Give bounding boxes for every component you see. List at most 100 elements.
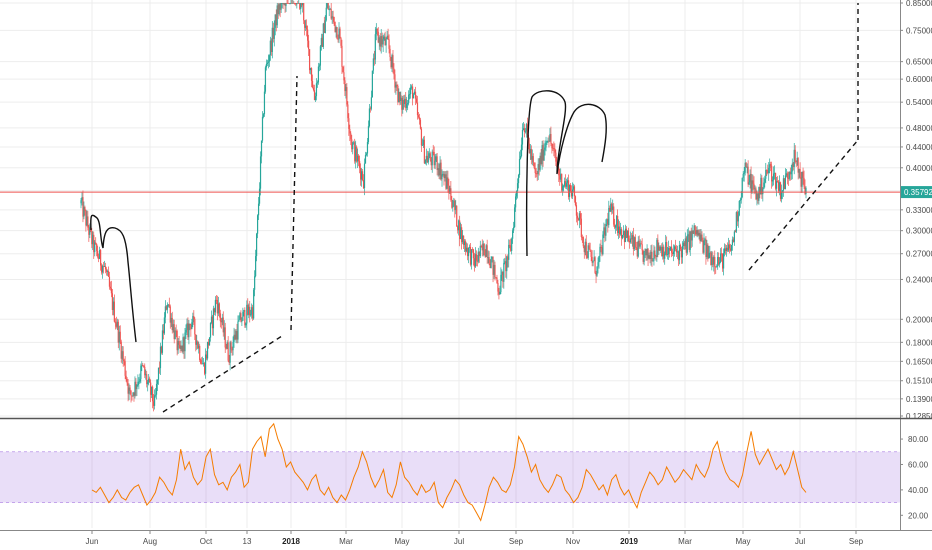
trendline-2019[interactable] — [748, 139, 859, 271]
candle-body — [244, 310, 246, 326]
candle-body — [375, 28, 377, 35]
candle-body — [424, 159, 426, 164]
candle-body — [525, 124, 527, 132]
candle-body — [625, 228, 628, 238]
candle-body — [472, 249, 475, 259]
candle-body — [294, 3, 296, 4]
candle-body — [571, 189, 574, 197]
candle-body — [329, 8, 331, 10]
candle-body — [111, 293, 113, 310]
trendline-2017[interactable] — [162, 335, 283, 413]
time-tick-label: Oct — [200, 537, 213, 546]
candle-body — [323, 23, 325, 33]
candle-body — [263, 91, 266, 115]
time-tick-label: 2019 — [620, 537, 638, 546]
candle-body — [123, 359, 125, 362]
candle-body — [199, 345, 201, 360]
candle-body — [117, 321, 119, 343]
candle-body — [376, 28, 378, 32]
candle-body — [89, 226, 91, 235]
double-top-2018[interactable] — [525, 90, 607, 257]
candle-body — [188, 323, 190, 338]
candle-body — [496, 277, 498, 283]
candle-body — [398, 91, 400, 103]
candle-body — [645, 249, 647, 256]
trendline-drawings[interactable] — [90, 3, 859, 413]
candle-body — [600, 246, 602, 248]
candle-body — [543, 149, 545, 161]
candle-body — [204, 354, 207, 374]
candle-body — [165, 306, 167, 310]
candle-body — [88, 227, 90, 235]
candle-body — [488, 257, 490, 265]
candle-body — [387, 35, 389, 40]
candle-body — [779, 182, 782, 199]
time-tick-label: Mar — [678, 537, 692, 546]
candle-body — [528, 143, 530, 154]
candle-body — [597, 262, 599, 267]
candle-body — [345, 87, 347, 92]
candle-body — [218, 303, 220, 314]
candle-body — [755, 188, 757, 200]
candle-body — [186, 323, 188, 330]
candle-body — [550, 134, 552, 144]
candle-body — [590, 251, 592, 257]
candle-body — [324, 20, 326, 33]
candle-body — [695, 230, 697, 235]
candle-body — [305, 25, 307, 28]
candle-body — [774, 172, 777, 189]
candle-body — [493, 264, 495, 275]
candle-body — [674, 246, 677, 250]
candle-body — [767, 171, 769, 174]
candle-body — [444, 174, 446, 179]
candle-body — [756, 193, 758, 200]
candle-body — [181, 345, 183, 352]
candle-body — [185, 329, 187, 333]
candle-body — [778, 182, 781, 191]
candle-body — [593, 257, 595, 261]
candle-body — [197, 341, 199, 349]
candle-body — [313, 90, 316, 101]
candle-body — [588, 245, 590, 250]
candle-body — [243, 310, 245, 312]
candle-body — [764, 178, 766, 183]
candle-body — [723, 248, 726, 254]
candle-body — [586, 256, 588, 258]
projection-2017[interactable] — [290, 75, 298, 331]
candle-body — [721, 253, 723, 255]
time-tick-label: Jul — [454, 537, 464, 546]
candle-body — [363, 163, 366, 189]
candle-body — [288, 3, 290, 4]
candle-body — [474, 254, 476, 267]
candle-body — [500, 274, 502, 293]
candle-body — [178, 341, 180, 345]
candle-body — [595, 272, 597, 276]
candle-body — [404, 98, 406, 104]
candle-body — [311, 80, 314, 88]
candle-body — [366, 142, 369, 154]
candle-body — [583, 246, 585, 253]
double-top-2017[interactable] — [90, 214, 137, 343]
candle-body — [676, 251, 679, 253]
time-tick-label: Jun — [86, 537, 99, 546]
candle-body — [408, 94, 410, 103]
candle-body — [411, 86, 413, 88]
candle-body — [206, 341, 209, 359]
candle-body — [101, 266, 104, 273]
candle-body — [369, 108, 372, 110]
candle-body — [487, 257, 489, 258]
candle-body — [136, 384, 138, 390]
oscillator-pane: 80.00 60.00 40.00 20.00 — [0, 422, 929, 522]
candle-body — [395, 84, 397, 88]
candle-body — [465, 247, 468, 252]
candle-body — [397, 85, 399, 103]
candle-body — [572, 186, 575, 190]
candle-body — [353, 142, 355, 144]
candle-body — [270, 40, 272, 52]
time-tick-label: Nov — [566, 537, 580, 546]
candle-body — [235, 331, 237, 340]
candle-body — [422, 139, 424, 145]
